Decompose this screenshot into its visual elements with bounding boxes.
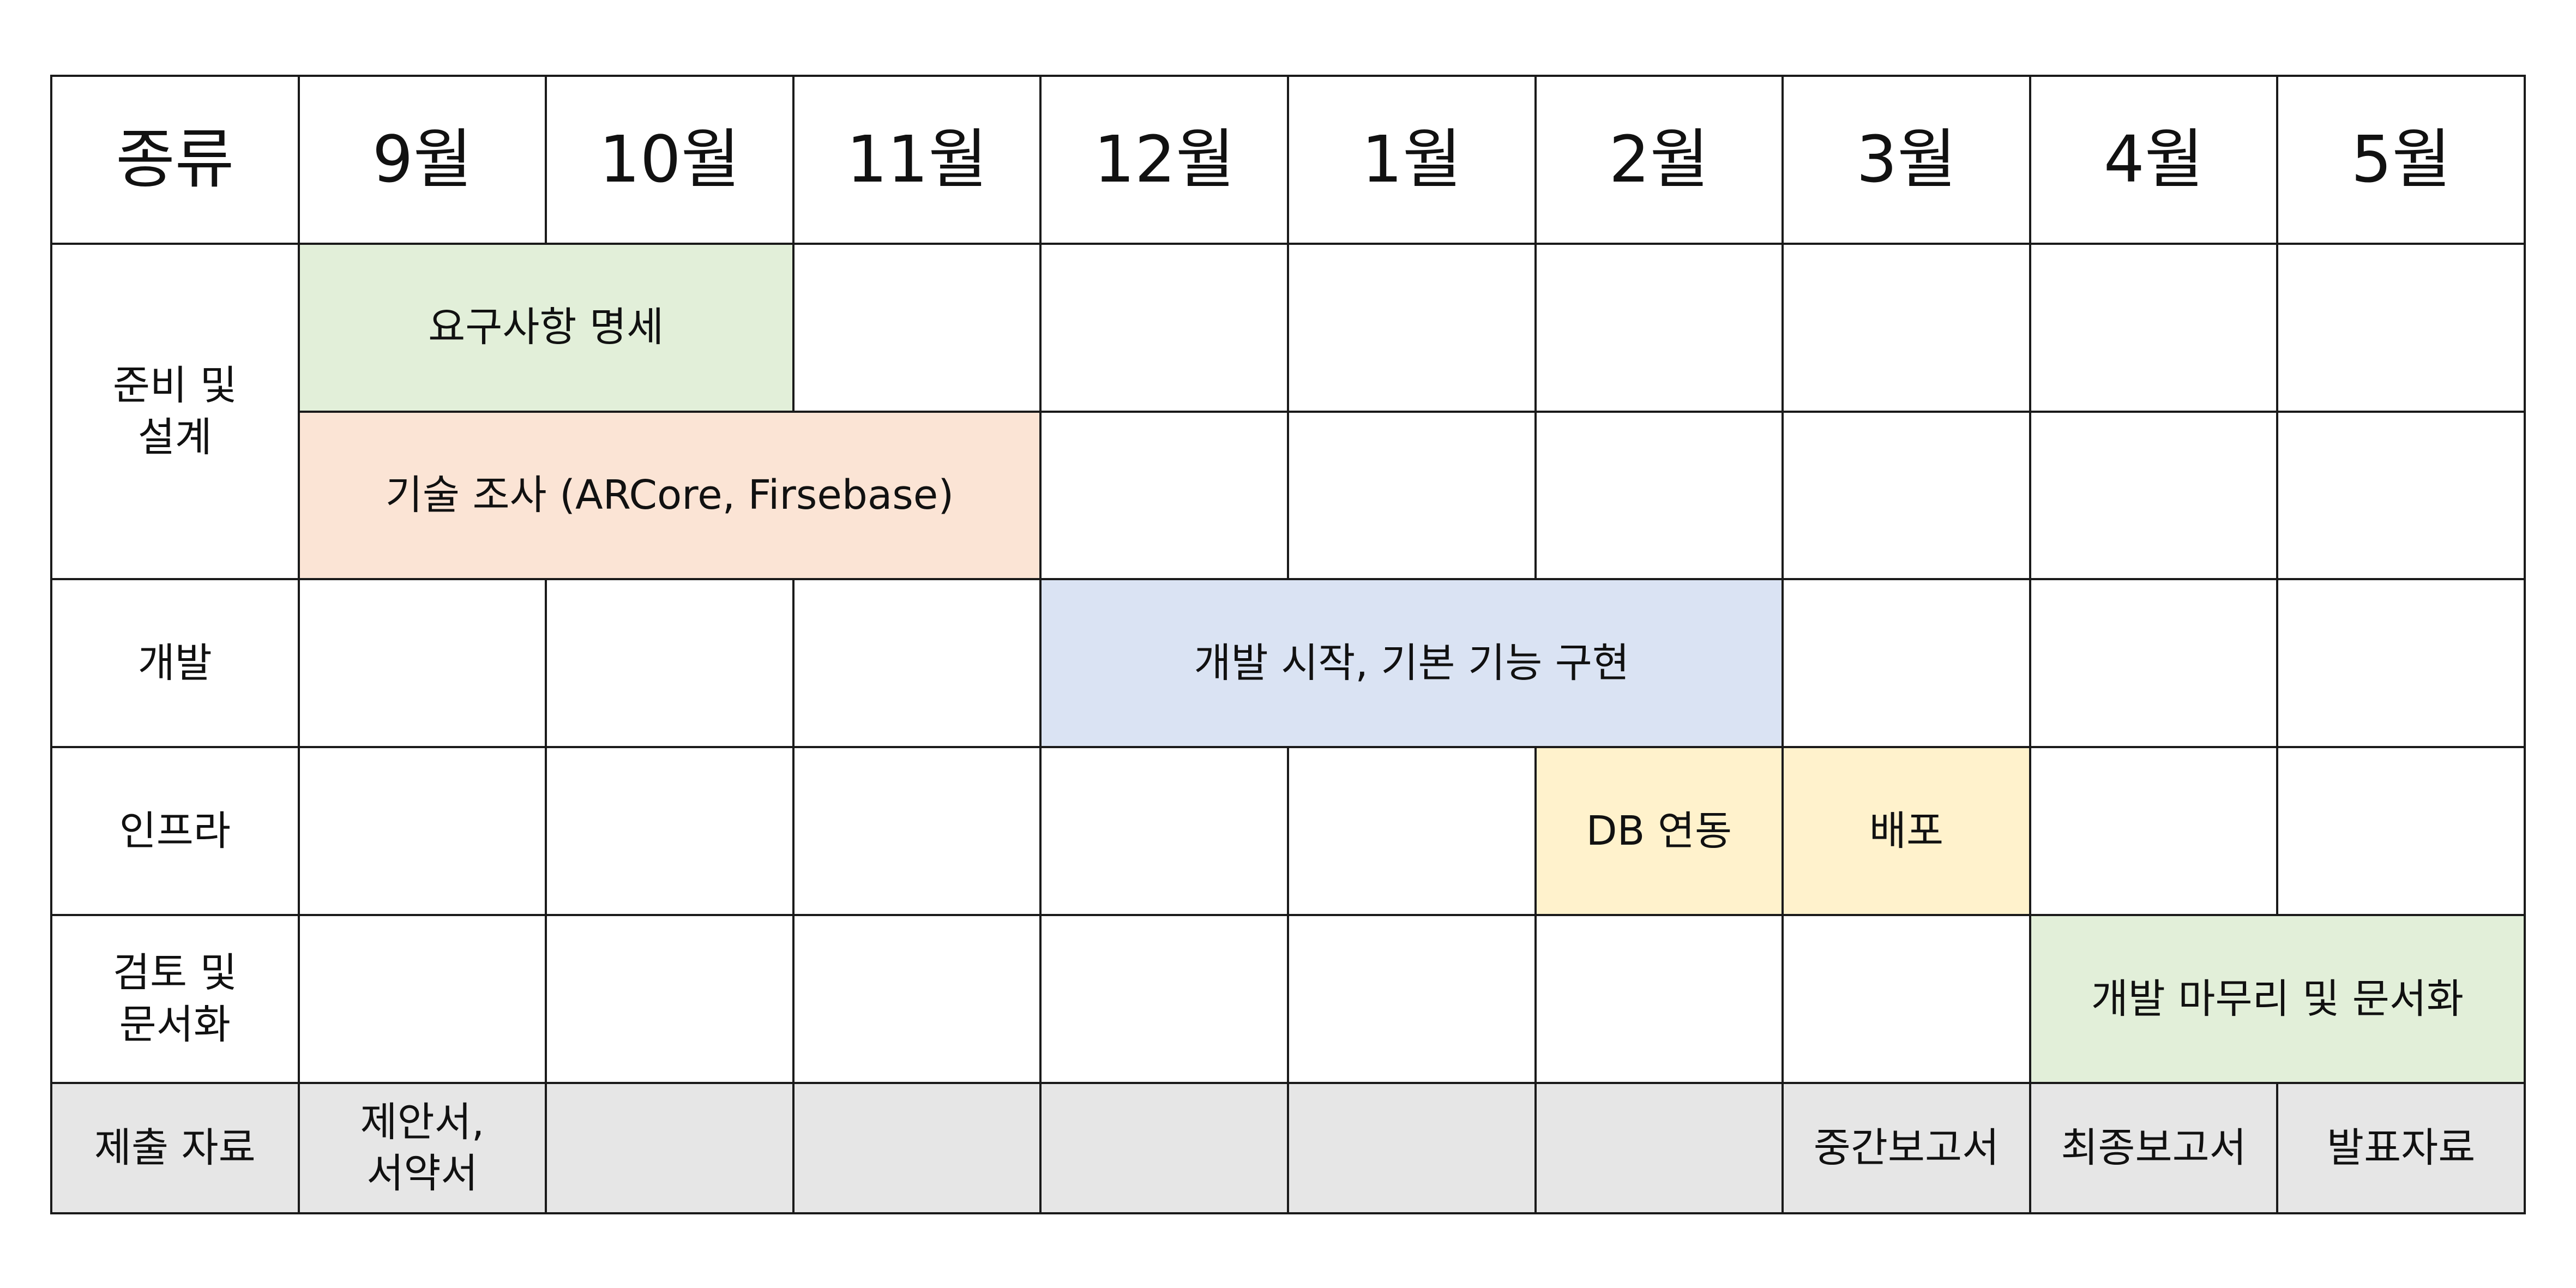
header-row: 종류 9월 10월 11월 12월 1월 2월 3월 4월 5월 <box>50 75 2526 245</box>
prep-row-1: 준비 및 설계 요구사항 명세 <box>50 242 2526 581</box>
header-month-may: 5월 <box>2276 75 2526 245</box>
empty-cell <box>1039 913 1289 1084</box>
empty-cell <box>545 746 795 916</box>
empty-cell <box>2029 578 2279 749</box>
empty-cell <box>1781 913 2031 1084</box>
empty-cell <box>1781 578 2031 749</box>
header-month-oct: 10월 <box>545 75 795 245</box>
header-month-sep: 9월 <box>297 75 547 245</box>
empty-cell <box>2029 746 2279 916</box>
task-deploy: 배포 <box>1781 746 2031 916</box>
row-label-prep: 준비 및 설계 <box>50 242 300 581</box>
row-label-prep-text: 준비 및 설계 <box>112 362 237 461</box>
empty-cell <box>1286 746 1537 916</box>
row-label-review-text: 검토 및 문서화 <box>112 949 237 1048</box>
empty-cell <box>1781 410 2031 581</box>
submission-row: 제출 자료 제안서, 서약서 중간보고서 최종보고서 발표자료 <box>50 1081 2526 1215</box>
empty-cell <box>792 242 1042 413</box>
empty-cell <box>1039 410 1289 581</box>
row-label-submission: 제출 자료 <box>50 1081 300 1215</box>
empty-cell <box>1286 913 1537 1084</box>
submission-sep-text: 제안서, 서약서 <box>360 1098 485 1197</box>
empty-cell <box>1286 410 1537 581</box>
empty-cell <box>1534 410 1784 581</box>
header-month-mar: 3월 <box>1781 75 2031 245</box>
empty-cell <box>2029 410 2279 581</box>
task-dev-wrapup-docs: 개발 마무리 및 문서화 <box>2029 913 2526 1084</box>
header-month-dec: 12월 <box>1039 75 1289 245</box>
review-row: 검토 및 문서화 개발 마무리 및 문서화 <box>50 913 2526 1084</box>
submission-apr: 최종보고서 <box>2029 1081 2279 1215</box>
empty-cell <box>792 1081 1042 1215</box>
empty-cell <box>1534 242 1784 413</box>
header-month-apr: 4월 <box>2029 75 2279 245</box>
prep-row-2: 기술 조사 (ARCore, Firsebase) <box>51 410 2526 581</box>
empty-cell <box>545 578 795 749</box>
task-requirements-spec: 요구사항 명세 <box>297 242 795 413</box>
empty-cell <box>2276 746 2526 916</box>
empty-cell <box>2029 242 2279 413</box>
empty-cell <box>297 746 547 916</box>
header-month-feb: 2월 <box>1534 75 1784 245</box>
empty-cell <box>792 578 1042 749</box>
header-category: 종류 <box>50 75 300 245</box>
row-label-infra: 인프라 <box>50 746 300 916</box>
dev-row: 개발 개발 시작, 기본 기능 구현 <box>50 578 2526 749</box>
empty-cell <box>1781 242 2031 413</box>
schedule-table: 종류 9월 10월 11월 12월 1월 2월 3월 4월 5월 준비 및 설계… <box>50 75 2526 1215</box>
task-db-integration: DB 연동 <box>1534 746 1784 916</box>
header-month-jan: 1월 <box>1286 75 1537 245</box>
row-label-review: 검토 및 문서화 <box>50 913 300 1084</box>
empty-cell <box>792 746 1042 916</box>
empty-cell <box>545 1081 795 1215</box>
empty-cell <box>1039 746 1289 916</box>
empty-cell <box>1039 1081 1289 1215</box>
empty-cell <box>545 913 795 1084</box>
empty-cell <box>2276 410 2526 581</box>
row-label-dev: 개발 <box>50 578 300 749</box>
empty-cell <box>1534 1081 1784 1215</box>
task-dev-start: 개발 시작, 기본 기능 구현 <box>1039 578 1784 749</box>
submission-may: 발표자료 <box>2276 1081 2526 1215</box>
task-tech-research: 기술 조사 (ARCore, Firsebase) <box>297 410 1042 581</box>
empty-cell <box>1039 242 1289 413</box>
empty-cell <box>297 913 547 1084</box>
empty-cell <box>1286 1081 1537 1215</box>
empty-cell <box>1286 242 1537 413</box>
empty-cell <box>2276 578 2526 749</box>
schedule-table-frame: 종류 9월 10월 11월 12월 1월 2월 3월 4월 5월 준비 및 설계… <box>50 75 2526 1215</box>
submission-mar: 중간보고서 <box>1781 1081 2031 1215</box>
header-month-nov: 11월 <box>792 75 1042 245</box>
empty-cell <box>297 578 547 749</box>
empty-cell <box>1534 913 1784 1084</box>
infra-row: 인프라 DB 연동 배포 <box>50 746 2526 916</box>
empty-cell <box>2276 242 2526 413</box>
empty-cell <box>792 913 1042 1084</box>
submission-sep: 제안서, 서약서 <box>297 1081 547 1215</box>
